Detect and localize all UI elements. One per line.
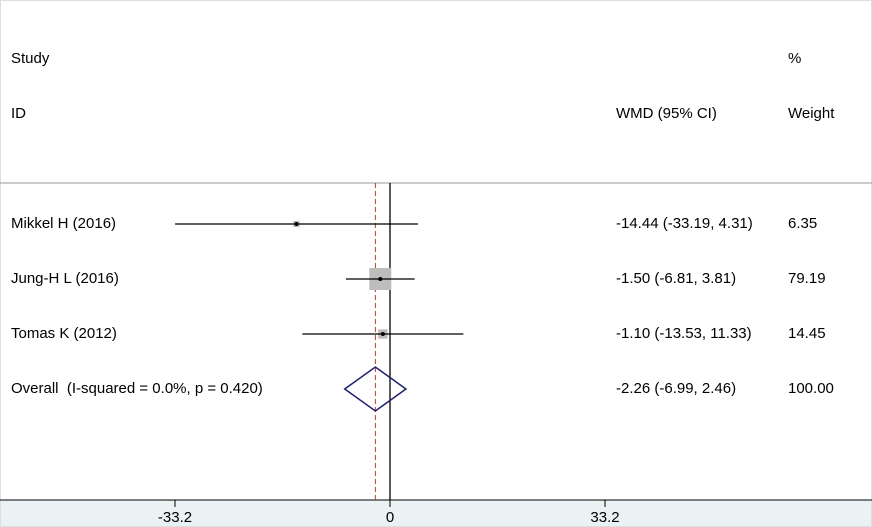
header-study: Study bbox=[11, 50, 50, 67]
weight-label: 6.35 bbox=[788, 215, 817, 232]
weight-label: 14.45 bbox=[788, 325, 826, 342]
ci-label: -1.50 (-6.81, 3.81) bbox=[616, 270, 736, 287]
header-weight: Weight bbox=[788, 105, 835, 122]
header-weight-top: % bbox=[788, 50, 801, 67]
overall-ci-label: -2.26 (-6.99, 2.46) bbox=[616, 380, 736, 397]
x-tick-label: 33.2 bbox=[590, 509, 619, 526]
header-effect: WMD (95% CI) bbox=[616, 105, 717, 122]
x-tick-label: 0 bbox=[386, 509, 394, 526]
x-tick-label: -33.2 bbox=[158, 509, 192, 526]
overall-diamond bbox=[343, 366, 408, 412]
point bbox=[380, 332, 385, 336]
header-id: ID bbox=[11, 105, 26, 122]
study-name: Mikkel H (2016) bbox=[11, 215, 116, 232]
weight-label: 79.19 bbox=[788, 270, 826, 287]
overall-weight-label: 100.00 bbox=[788, 380, 834, 397]
ci-label: -14.44 (-33.19, 4.31) bbox=[616, 215, 753, 232]
study-name: Jung-H L (2016) bbox=[11, 270, 119, 287]
axis-band bbox=[0, 500, 872, 527]
point bbox=[294, 222, 299, 226]
study-name: Tomas K (2012) bbox=[11, 325, 117, 342]
overall-name: Overall (I-squared = 0.0%, p = 0.420) bbox=[11, 380, 263, 397]
ci-label: -1.10 (-13.53, 11.33) bbox=[616, 325, 752, 342]
point bbox=[378, 277, 383, 281]
